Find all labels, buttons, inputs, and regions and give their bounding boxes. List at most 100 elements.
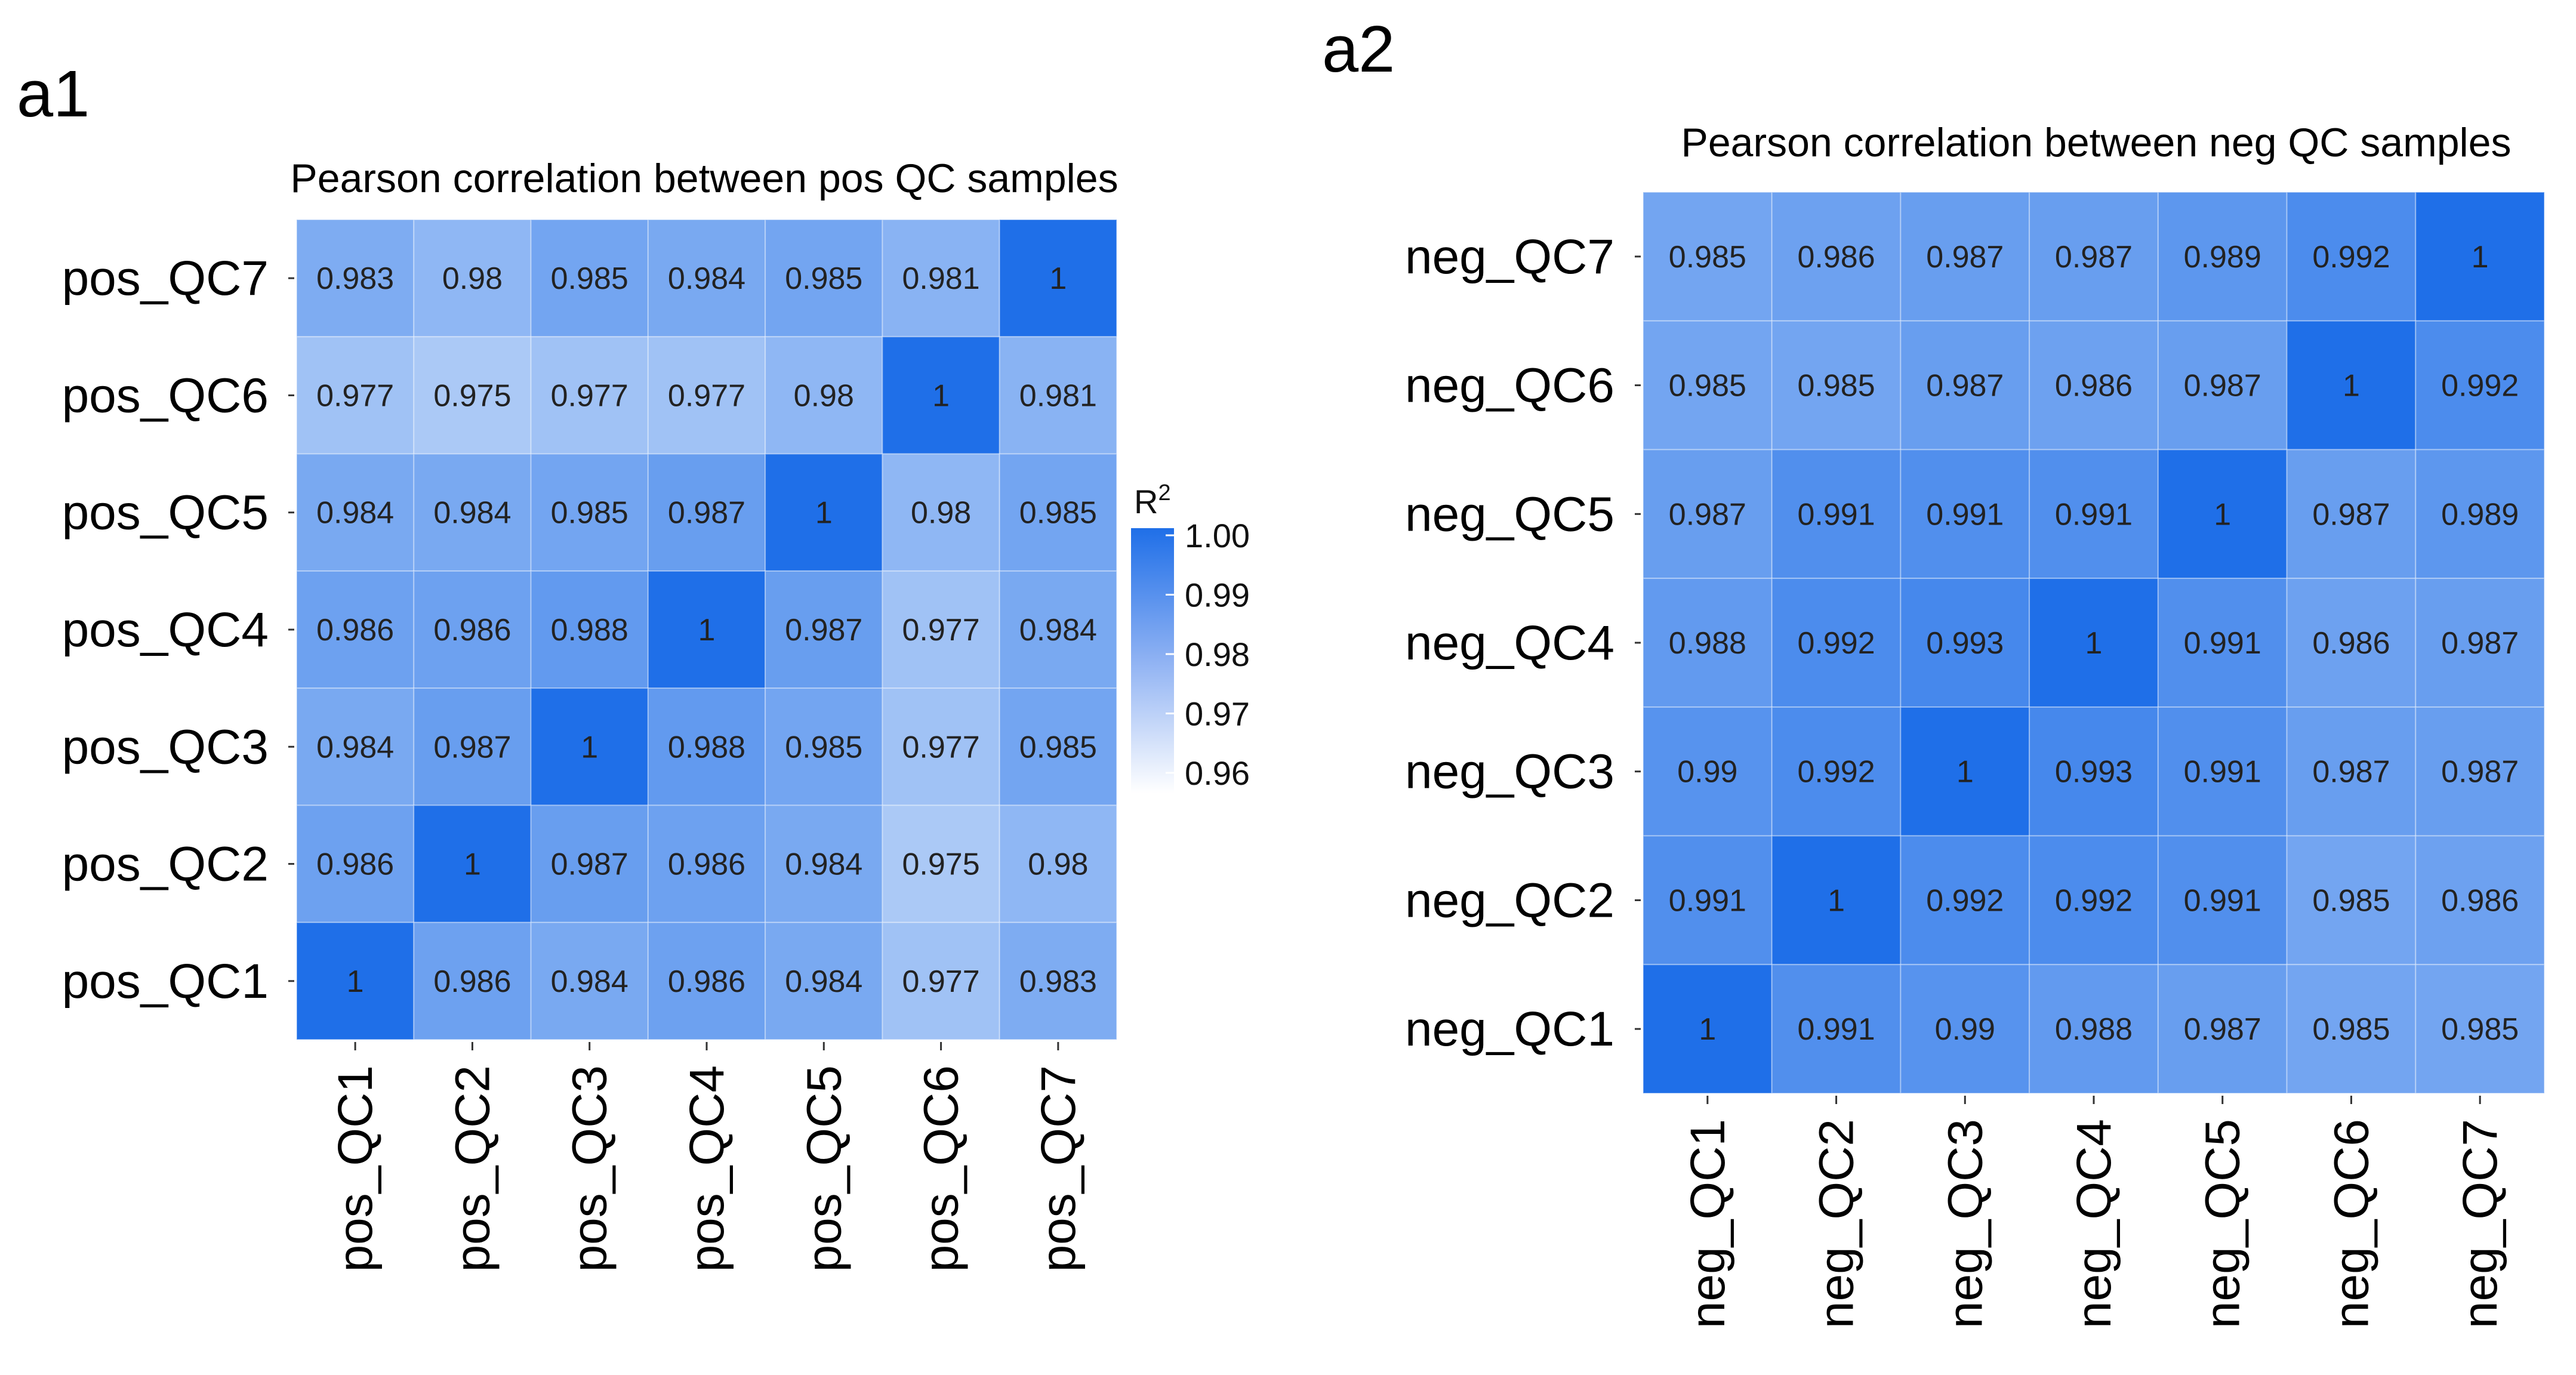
cell-value-label: 0.987 bbox=[785, 613, 862, 648]
heatmap-cell bbox=[1643, 706, 1773, 837]
cell-value-label: 0.991 bbox=[1797, 497, 1875, 532]
cell-value-label: 0.984 bbox=[433, 496, 511, 531]
cell-value-label: 0.981 bbox=[1019, 378, 1097, 413]
heatmap-cell bbox=[1900, 964, 2030, 1095]
heatmap-cell bbox=[2029, 964, 2159, 1095]
legend-tick-label: 0.97 bbox=[1185, 695, 1250, 733]
cell-value-label: 0.987 bbox=[2312, 755, 2390, 790]
legend-ticks: 1.00 0.99 0.98 0.97 0.96 bbox=[1166, 517, 1250, 792]
cell-value-label: 0.985 bbox=[1669, 240, 1746, 275]
cell-value-label: 0.993 bbox=[2055, 755, 2133, 790]
cell-value-label: 0.975 bbox=[433, 378, 511, 413]
cell-value-label: 0.987 bbox=[551, 847, 628, 882]
cell-value-label: 0.986 bbox=[316, 613, 394, 648]
x-tick-label: pos_QC1 bbox=[328, 1065, 383, 1272]
cell-value-label: 0.986 bbox=[433, 613, 511, 648]
cell-value-label: 0.991 bbox=[2184, 755, 2261, 790]
x-tick-label: neg_QC6 bbox=[2324, 1119, 2378, 1328]
cell-value-label: 0.991 bbox=[2184, 626, 2261, 661]
cell-value-label: 0.988 bbox=[668, 730, 745, 764]
x-tick-label: neg_QC5 bbox=[2196, 1119, 2250, 1328]
legend-colorbar bbox=[1131, 528, 1174, 793]
x-tick-label: neg_QC1 bbox=[1681, 1119, 1735, 1328]
cell-value-label: 0.977 bbox=[668, 378, 745, 413]
cell-value-label: 1 bbox=[2343, 369, 2360, 403]
legend-title-base: R bbox=[1134, 483, 1158, 520]
cell-value-label: 0.992 bbox=[1926, 883, 2004, 918]
heatmap-cell bbox=[882, 453, 1000, 572]
chart-title-a2: Pearson correlation between neg QC sampl… bbox=[1681, 120, 2512, 165]
heatmap-cell bbox=[413, 570, 532, 689]
y-tick-label: neg_QC7 bbox=[1405, 230, 1614, 284]
y-tick-label: pos_QC3 bbox=[62, 720, 269, 774]
cell-value-label: 0.983 bbox=[316, 261, 394, 296]
cell-value-label: 0.985 bbox=[785, 261, 862, 296]
cell-value-label: 0.985 bbox=[785, 730, 862, 764]
heatmap-cell bbox=[999, 453, 1117, 572]
panel-label-a1: a1 bbox=[17, 57, 90, 131]
x-tick-label: pos_QC7 bbox=[1031, 1065, 1086, 1272]
cell-value-label: 1 bbox=[1699, 1012, 1716, 1047]
cell-value-label: 0.977 bbox=[902, 964, 979, 999]
heatmap-cell bbox=[2029, 449, 2159, 579]
heatmap-cell bbox=[1643, 320, 1773, 451]
heatmap-cell bbox=[2029, 320, 2159, 451]
heatmap-cell bbox=[296, 804, 415, 923]
cell-value-label: 0.988 bbox=[1669, 626, 1746, 661]
heatmap-cell bbox=[296, 336, 415, 455]
legend-title-sup: 2 bbox=[1158, 480, 1170, 505]
cell-value-label: 0.98 bbox=[911, 496, 971, 531]
chart-title-a1: Pearson correlation between pos QC sampl… bbox=[290, 156, 1118, 201]
cell-value-label: 0.987 bbox=[668, 496, 745, 531]
cell-value-label: 1 bbox=[698, 613, 716, 648]
cell-value-label: 0.986 bbox=[1797, 240, 1875, 275]
cell-value-label: 0.986 bbox=[316, 847, 394, 882]
heatmap-cell bbox=[296, 570, 415, 689]
heatmap-cell bbox=[999, 336, 1117, 455]
cell-value-label: 0.984 bbox=[1019, 613, 1097, 648]
heatmap-cell bbox=[1771, 320, 1902, 451]
cell-value-label: 0.985 bbox=[551, 496, 628, 531]
x-tick-label: pos_QC4 bbox=[680, 1065, 734, 1272]
y-tick-label: pos_QC1 bbox=[62, 954, 269, 1009]
cell-value-label: 0.984 bbox=[668, 261, 745, 296]
x-tick-label: pos_QC2 bbox=[445, 1065, 500, 1272]
cell-value-label: 0.986 bbox=[668, 847, 745, 882]
cell-value-label: 0.992 bbox=[2312, 240, 2390, 275]
heatmap-cell bbox=[1771, 578, 1902, 708]
cell-value-label: 0.987 bbox=[433, 730, 511, 764]
heatmap-cell bbox=[413, 804, 532, 923]
cell-value-label: 1 bbox=[1956, 755, 1974, 790]
heatmap-cell bbox=[647, 921, 766, 1040]
heatmap-cell bbox=[413, 219, 532, 338]
cell-value-label: 0.975 bbox=[902, 847, 979, 882]
cell-value-label: 0.987 bbox=[2055, 240, 2133, 275]
cell-value-label: 0.987 bbox=[1669, 497, 1746, 532]
cell-value-label: 0.98 bbox=[442, 261, 503, 296]
heatmap-cell bbox=[765, 453, 883, 572]
x-tick-label: pos_QC6 bbox=[914, 1065, 969, 1272]
cell-value-label: 0.985 bbox=[1019, 730, 1097, 764]
heatmap-cell bbox=[2286, 449, 2417, 579]
legend-tick-label: 0.96 bbox=[1185, 754, 1250, 792]
heatmap-cell bbox=[296, 453, 415, 572]
cell-value-label: 0.991 bbox=[2184, 883, 2261, 918]
x-tick-label: neg_QC4 bbox=[2067, 1119, 2121, 1328]
cell-value-label: 0.984 bbox=[551, 964, 628, 999]
heatmap-cell bbox=[999, 570, 1117, 689]
heatmap-cell bbox=[647, 570, 766, 689]
cell-value-label: 1 bbox=[815, 496, 833, 531]
cell-value-label: 0.981 bbox=[902, 261, 979, 296]
cell-value-label: 0.992 bbox=[1797, 626, 1875, 661]
legend-tick-label: 1.00 bbox=[1185, 517, 1250, 554]
heatmap-cell bbox=[1643, 192, 1773, 322]
heatmap-cell bbox=[1771, 449, 1902, 579]
heatmap-cell bbox=[2415, 706, 2546, 837]
cell-value-label: 1 bbox=[1049, 261, 1067, 296]
heatmap-cell bbox=[1771, 964, 1902, 1095]
cell-value-label: 0.977 bbox=[316, 378, 394, 413]
heatmap-cell bbox=[530, 921, 649, 1040]
y-tick-label: neg_QC4 bbox=[1405, 616, 1614, 670]
cell-value-label: 1 bbox=[2214, 497, 2231, 532]
heatmap-cell bbox=[530, 219, 649, 338]
